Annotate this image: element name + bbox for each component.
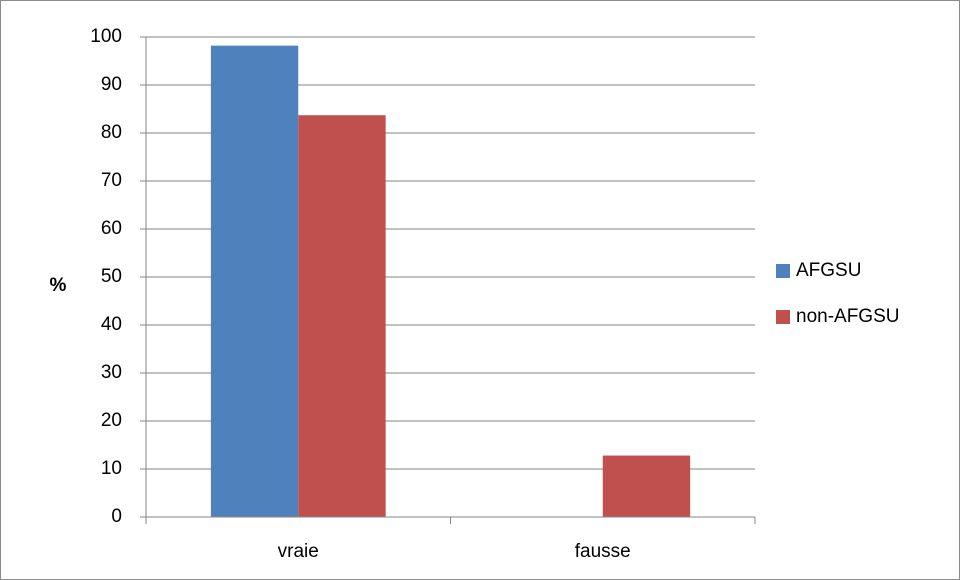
y-tick-label: 60 — [101, 218, 122, 239]
y-tick-label: 20 — [101, 410, 122, 431]
y-tick-label: 70 — [101, 170, 122, 191]
legend-label-non-afgsu: non-AFGSU — [796, 306, 899, 327]
y-tick-label: 40 — [101, 314, 122, 335]
legend-swatch-afgsu — [776, 264, 790, 278]
x-tick-label: vraie — [278, 541, 319, 562]
bar-afgsu-vraie — [210, 45, 299, 517]
x-tick-labels: vraie fausse — [278, 541, 631, 562]
bars — [210, 45, 691, 518]
y-tick-label: 0 — [111, 506, 122, 527]
legend-swatch-non-afgsu — [776, 310, 790, 324]
axes — [140, 36, 756, 524]
x-tick-label: fausse — [575, 541, 631, 562]
y-tick-label: 80 — [101, 122, 122, 143]
y-tick-labels: 0 10 20 30 40 50 60 70 80 90 100 — [90, 26, 122, 527]
legend: AFGSU non-AFGSU — [776, 260, 899, 327]
bar-non-afgsu-fausse — [602, 455, 691, 517]
legend-label-afgsu: AFGSU — [796, 260, 861, 281]
y-tick-label: 90 — [101, 74, 122, 95]
y-tick-label: 30 — [101, 362, 122, 383]
y-tick-label: 50 — [101, 266, 122, 287]
y-axis-title: % — [50, 275, 67, 296]
bar-non-afgsu-vraie — [298, 115, 386, 518]
y-tick-label: 100 — [90, 26, 122, 47]
y-tick-label: 10 — [101, 458, 122, 479]
